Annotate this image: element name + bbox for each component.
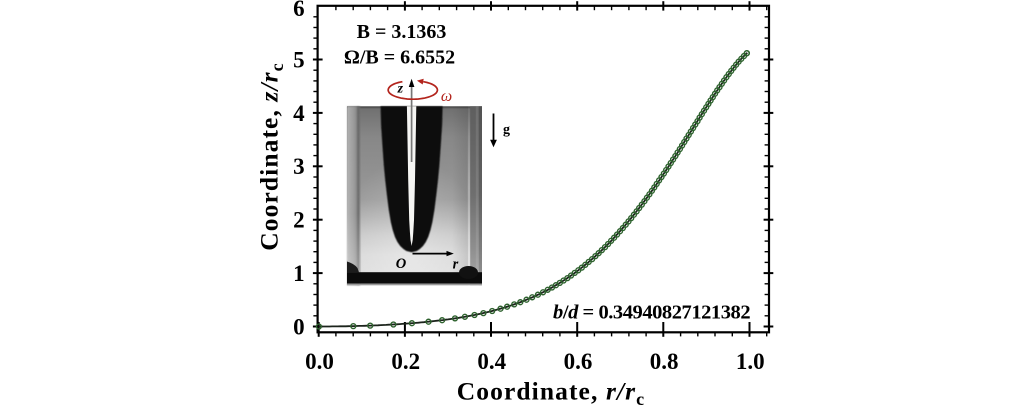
svg-text:1.0: 1.0 <box>736 349 765 374</box>
svg-text:1: 1 <box>293 261 305 286</box>
svg-text:4: 4 <box>293 101 305 126</box>
svg-text:0.2: 0.2 <box>391 349 420 374</box>
svg-text:z: z <box>397 82 404 97</box>
svg-text:3: 3 <box>293 154 305 179</box>
svg-text:2: 2 <box>293 208 305 233</box>
svg-text:0.6: 0.6 <box>564 349 593 374</box>
svg-text:0.4: 0.4 <box>477 349 506 374</box>
svg-text:O: O <box>396 256 407 272</box>
svg-text:r: r <box>453 257 459 273</box>
svg-text:Coordinate, z/rc: Coordinate, z/rc <box>255 62 288 251</box>
svg-text:g: g <box>503 123 510 138</box>
svg-text:0: 0 <box>293 314 305 339</box>
svg-text:Ω/B = 6.6552: Ω/B = 6.6552 <box>344 46 455 68</box>
svg-text:B = 3.1363: B = 3.1363 <box>357 21 447 43</box>
svg-text:0.8: 0.8 <box>650 349 679 374</box>
svg-text:b/d = 0.34940827121382: b/d = 0.34940827121382 <box>553 301 750 323</box>
svg-text:Coordinate, r/rc: Coordinate, r/rc <box>457 377 646 410</box>
svg-text:6: 6 <box>293 0 305 21</box>
svg-text:ω: ω <box>441 88 452 105</box>
svg-text:0.0: 0.0 <box>305 349 334 374</box>
svg-text:5: 5 <box>293 47 305 72</box>
